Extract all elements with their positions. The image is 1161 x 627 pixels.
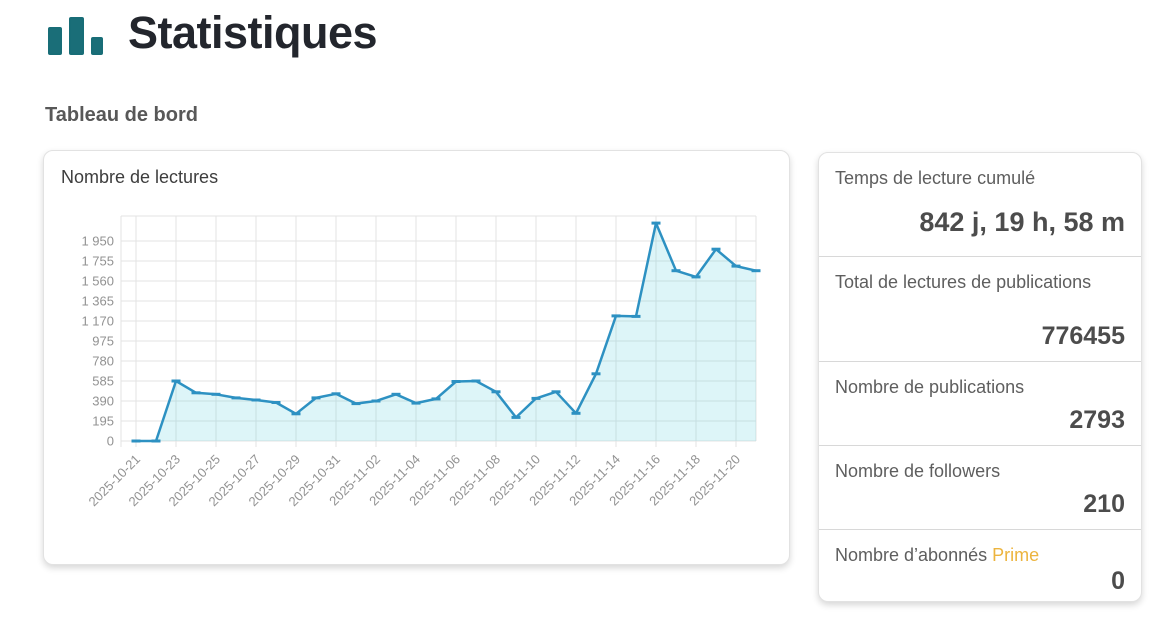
y-axis-label: 0 — [107, 434, 114, 449]
stat-label: Nombre de publications — [835, 377, 1025, 397]
stat-value: 210 — [1083, 490, 1125, 518]
stat-value: 776455 — [1041, 322, 1125, 350]
prime-highlight: Prime — [992, 545, 1040, 565]
y-axis-label: 975 — [92, 334, 114, 349]
y-axis-label: 1 560 — [81, 274, 114, 289]
y-axis-label: 1 755 — [81, 254, 114, 269]
stat-row-prime-subscribers: Nombre d’abonnés Prime 0 — [819, 529, 1141, 601]
stats-panel: Temps de lecture cumulé 842 j, 19 h, 58 … — [818, 152, 1142, 602]
y-axis-label: 1 950 — [81, 234, 114, 249]
bar-chart-icon — [48, 11, 106, 55]
stat-value: 2793 — [1069, 406, 1125, 434]
stat-label: Temps de lecture cumulé — [835, 168, 1036, 188]
stat-label: Total de lectures de publications — [835, 272, 1092, 292]
y-axis-label: 1 170 — [81, 314, 114, 329]
dashboard-subtitle: Tableau de bord — [45, 104, 198, 126]
stat-value: 842 j, 19 h, 58 m — [919, 207, 1125, 237]
stat-row-reading-time: Temps de lecture cumulé 842 j, 19 h, 58 … — [819, 153, 1141, 256]
stat-value: 0 — [1111, 567, 1125, 596]
stat-label: Nombre d’abonnés Prime — [835, 545, 1040, 565]
y-axis-label: 585 — [92, 374, 114, 389]
y-axis-label: 780 — [92, 354, 114, 369]
page-header: Statistiques — [48, 7, 378, 58]
y-axis-label: 195 — [92, 414, 114, 429]
reads-chart-card: Nombre de lectures 0 195 390 585 780 975 1 170… — [43, 150, 790, 565]
y-axis-label: 1 365 — [81, 294, 114, 309]
stat-row-followers: Nombre de followers 210 — [819, 445, 1141, 529]
page-title: Statistiques — [128, 7, 378, 58]
y-axis-label: 390 — [92, 394, 114, 409]
chart-title: Nombre de lectures — [61, 167, 219, 187]
stat-row-publications: Nombre de publications 2793 — [819, 361, 1141, 445]
series-area — [136, 223, 756, 441]
reads-area-chart: 0 195 390 585 780 975 1 170 1 365 1 560 1 755 1 95… — [81, 215, 761, 509]
stat-label: Nombre de followers — [835, 461, 1001, 481]
stat-row-total-reads: Total de lectures de publications 776455 — [819, 256, 1141, 361]
